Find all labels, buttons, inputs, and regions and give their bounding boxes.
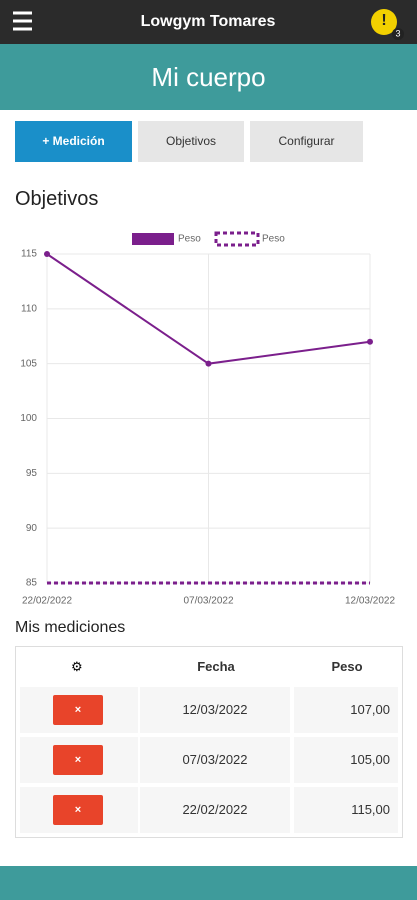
legend-label: Peso (262, 234, 285, 245)
section-title: Objetivos (15, 188, 99, 210)
y-tick-label: 90 (26, 523, 38, 534)
delete-button[interactable]: × (53, 695, 103, 725)
data-point (44, 251, 50, 257)
weight-cell: 107,00 (294, 687, 398, 733)
delete-button[interactable]: × (53, 795, 103, 825)
y-tick-label: 95 (26, 468, 38, 479)
page-title: Mi cuerpo (0, 44, 417, 110)
y-tick-label: 85 (26, 578, 38, 589)
x-tick-label: 07/03/2022 (183, 596, 233, 607)
top-bar: Lowgym Tomares ! 3 (0, 0, 417, 44)
x-tick-label: 12/03/2022 (345, 596, 395, 607)
alert-button[interactable]: ! 3 (371, 9, 404, 40)
y-tick-label: 105 (20, 358, 37, 369)
delete-button[interactable]: × (53, 745, 103, 775)
table-title: Mis mediciones (15, 619, 126, 636)
settings-icon: ⚙ (71, 659, 83, 674)
x-tick-label: 22/02/2022 (22, 596, 72, 607)
date-cell: 07/03/2022 (140, 737, 290, 783)
y-tick-label: 115 (21, 249, 37, 260)
tab-goals[interactable]: Objetivos (138, 121, 244, 162)
column-header: Peso (331, 659, 363, 674)
tab-config[interactable]: Configurar (250, 121, 363, 162)
tab-add[interactable]: + Medición (15, 121, 132, 162)
column-header: Fecha (197, 659, 235, 674)
footer-bar (0, 866, 417, 900)
chart: 85 90 95 100 105 110 115 22/02/2022 07/03/2022 12… (20, 231, 395, 607)
data-point (367, 338, 373, 345)
measurements-table: ⚙ Fecha Peso × 12/03/2022 107,00 × 07/03/2022 1… (15, 646, 403, 838)
svg-text:!: ! (381, 12, 386, 29)
legend-swatch (132, 233, 174, 245)
alert-count: 3 (395, 28, 400, 38)
y-tick-label: 100 (20, 413, 37, 424)
menu-button[interactable] (13, 11, 32, 31)
weight-cell: 115,00 (294, 787, 398, 833)
data-point (205, 360, 212, 367)
date-cell: 12/03/2022 (140, 687, 290, 733)
app-title: Lowgym Tomares (141, 13, 276, 30)
top-bar-icons: Lowgym Tomares ! 3 (13, 9, 404, 40)
legend-label: Peso (178, 234, 201, 245)
y-tick-label: 110 (21, 303, 37, 314)
date-cell: 22/02/2022 (140, 787, 290, 833)
legend-swatch (214, 231, 260, 247)
weight-cell: 105,00 (294, 737, 398, 783)
